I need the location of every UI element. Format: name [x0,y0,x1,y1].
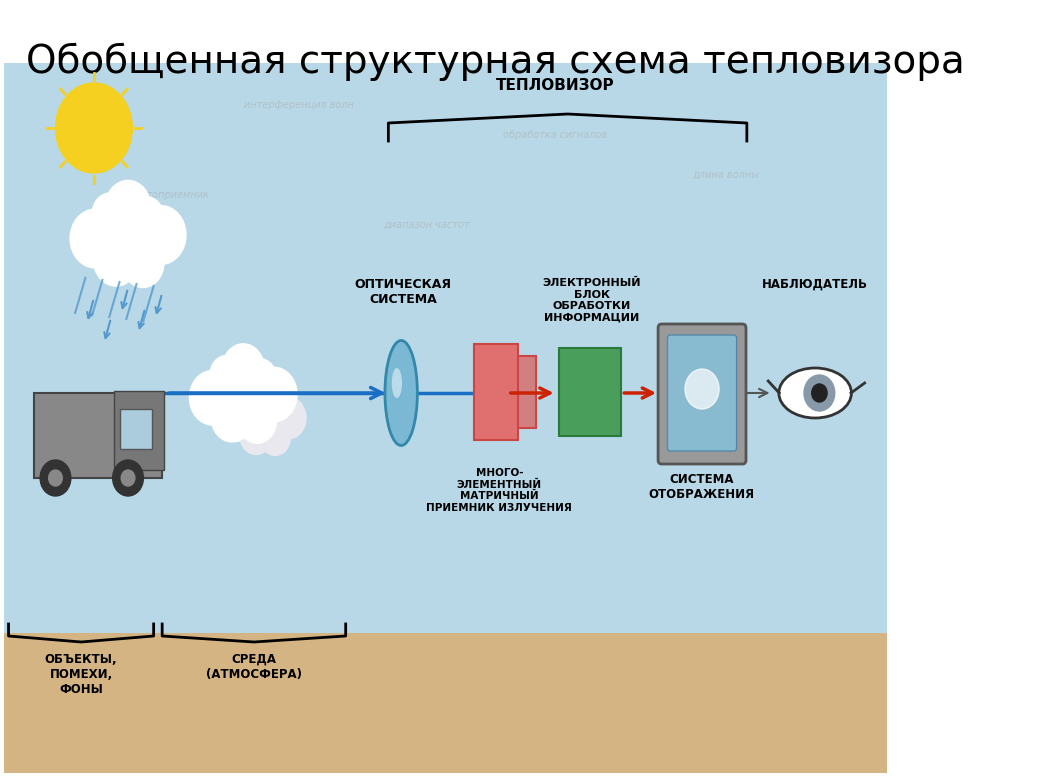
Text: СИСТЕМА
ОТОБРАЖЕНИЯ: СИСТЕМА ОТОБРАЖЕНИЯ [648,473,755,501]
FancyBboxPatch shape [560,348,620,436]
FancyBboxPatch shape [658,324,746,464]
Circle shape [136,205,186,265]
Circle shape [248,379,281,417]
FancyBboxPatch shape [114,391,164,470]
Ellipse shape [392,368,402,398]
Text: ОПТИЧЕСКАЯ
СИСТЕМА: ОПТИЧЕСКАЯ СИСТЕМА [354,278,451,306]
Circle shape [240,416,272,454]
Circle shape [270,397,306,439]
Text: НАБЛЮДАТЕЛЬ: НАБЛЮДАТЕЛЬ [762,278,869,291]
Circle shape [40,460,71,496]
Circle shape [804,375,835,411]
Text: ЭЛЕКТРОННЫЙ
БЛОК
ОБРАБОТКИ
ИНФОРМАЦИИ: ЭЛЕКТРОННЫЙ БЛОК ОБРАБОТКИ ИНФОРМАЦИИ [542,278,641,323]
Text: МНОГО-
ЭЛЕМЕНТНЫЙ
МАТРИЧНЫЙ
ПРИЕМНИК ИЗЛУЧЕНИЯ: МНОГО- ЭЛЕМЕНТНЫЙ МАТРИЧНЫЙ ПРИЕМНИК ИЗЛ… [426,468,572,513]
Ellipse shape [779,368,852,418]
Ellipse shape [385,341,418,446]
Text: обработка сигналов: обработка сигналов [503,130,607,140]
Circle shape [251,367,298,422]
Circle shape [238,398,277,443]
Text: фотоприемник: фотоприемник [133,190,209,200]
FancyBboxPatch shape [667,335,737,451]
Circle shape [210,356,243,394]
Circle shape [239,388,264,418]
Circle shape [241,386,288,440]
Circle shape [70,209,120,268]
FancyBboxPatch shape [34,393,162,478]
FancyBboxPatch shape [4,633,886,773]
Circle shape [122,239,164,288]
Circle shape [812,384,827,402]
FancyBboxPatch shape [506,356,536,428]
Text: Обобщенная структурная схема тепловизора: Обобщенная структурная схема тепловизора [26,43,965,82]
Text: интерференция волн: интерференция волн [243,100,354,110]
Text: СРЕДА
(АТМОСФЕРА): СРЕДА (АТМОСФЕРА) [206,653,302,681]
Text: ОБЪЕКТЫ,
ПОМЕХИ,
ФОНЫ: ОБЪЕКТЫ, ПОМЕХИ, ФОНЫ [45,653,117,696]
Circle shape [92,193,128,235]
Circle shape [93,233,139,286]
Text: ТЕПЛОВИЗОР: ТЕПЛОВИЗОР [496,78,614,93]
Circle shape [121,470,135,486]
Circle shape [260,420,290,455]
Circle shape [211,393,254,442]
Circle shape [264,391,290,420]
Circle shape [95,190,161,267]
Circle shape [222,344,264,393]
Circle shape [223,399,259,441]
Circle shape [105,180,150,233]
Circle shape [55,83,133,173]
Circle shape [49,470,63,486]
Circle shape [189,370,236,425]
Text: длина волны: длина волны [692,170,759,180]
Text: диапазон частот: диапазон частот [383,220,470,230]
Circle shape [128,197,164,239]
Circle shape [243,359,277,398]
FancyBboxPatch shape [120,409,152,449]
Circle shape [113,460,143,496]
FancyBboxPatch shape [4,63,886,633]
Circle shape [213,352,274,424]
Circle shape [685,369,719,409]
FancyBboxPatch shape [474,344,518,440]
